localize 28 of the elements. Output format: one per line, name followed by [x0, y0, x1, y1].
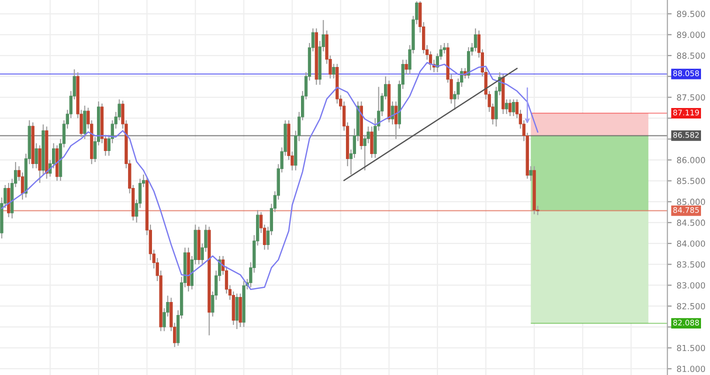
y-tick-label: 81.500 — [676, 344, 706, 352]
y-tick-label: 85.000 — [676, 198, 706, 205]
y-tick-label: 83.000 — [676, 282, 706, 288]
candlestick — [505, 98, 508, 115]
y-tick-label: 86.000 — [676, 156, 706, 164]
candlestick — [474, 28, 478, 52]
candlestick — [466, 46, 470, 80]
y-tick-label: 81.000 — [676, 366, 706, 372]
candlestick — [83, 105, 86, 140]
y-tick-label: 89.500 — [676, 10, 706, 18]
y-tick-label: 84.000 — [676, 240, 706, 247]
candlestick — [529, 166, 532, 182]
y-tick-label: 83.500 — [676, 261, 706, 268]
candlestick — [34, 142, 38, 169]
y-tick-label: 85.500 — [676, 178, 706, 184]
candlestick — [235, 293, 238, 330]
y-tick-label: 82.500 — [676, 303, 706, 310]
candlestick — [508, 98, 512, 117]
y-tick-label: 88.500 — [676, 52, 706, 59]
candlestick — [38, 144, 42, 184]
y-tick-label: 89.000 — [676, 32, 706, 38]
candlestick — [394, 100, 398, 140]
candlestick — [404, 59, 408, 75]
y-tick-label: 84.500 — [676, 220, 706, 226]
candlestick — [332, 63, 336, 80]
candlestick — [512, 98, 516, 117]
candlestick — [370, 126, 374, 158]
y-tick-label: 87.500 — [676, 94, 706, 101]
